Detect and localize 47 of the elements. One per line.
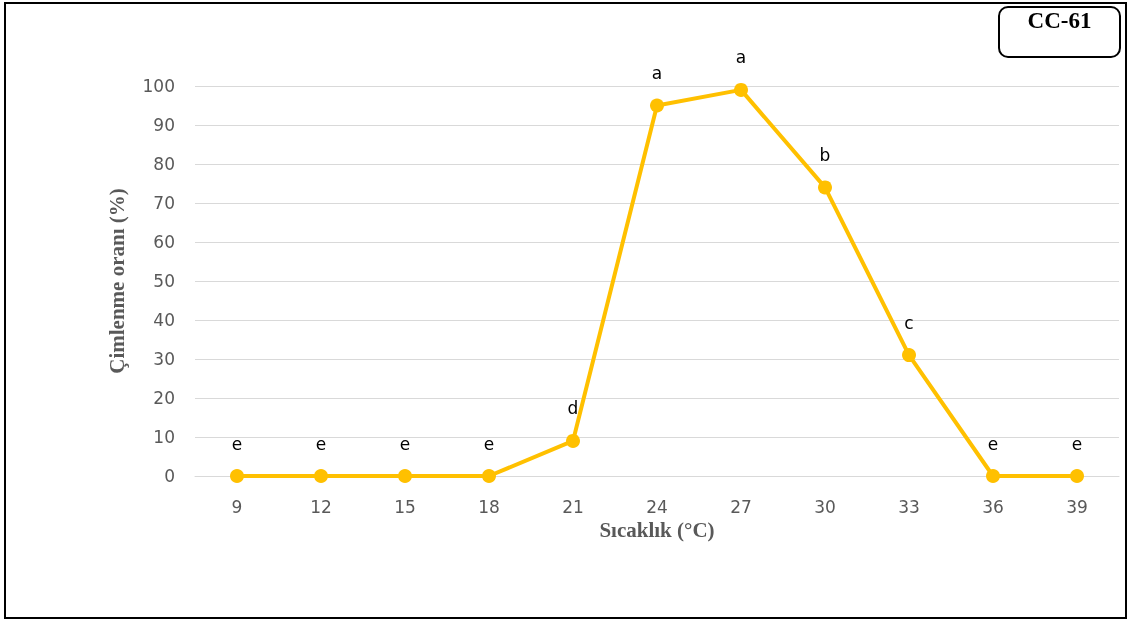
annotation: d: [567, 398, 579, 419]
annotation: b: [819, 144, 831, 165]
x-tick-label: 27: [730, 496, 752, 517]
y-tick-label: 70: [153, 193, 175, 213]
point: [482, 469, 496, 483]
y-tick-label: 40: [153, 310, 175, 330]
point: [314, 469, 328, 483]
point: [734, 82, 748, 97]
point: [1070, 469, 1084, 483]
point: [398, 469, 412, 483]
y-tick-label: 50: [153, 271, 175, 291]
y-tick-label: 20: [153, 388, 175, 408]
x-tick-label: 12: [310, 496, 332, 517]
x-tick-label: 24: [646, 496, 668, 517]
point: [650, 98, 664, 113]
x-tick-label: 39: [1066, 496, 1088, 517]
text: CC-61: [998, 6, 1121, 58]
point: [566, 433, 580, 448]
x-tick-label: 18: [478, 496, 500, 517]
annotation: a: [735, 47, 747, 68]
y-axis-title: Çimlenme oranı (%): [104, 188, 129, 374]
x-tick-label: 33: [898, 496, 920, 517]
annotation: e: [1071, 433, 1083, 454]
x-tick-label: 21: [562, 496, 584, 517]
annotation: c: [904, 312, 914, 333]
y-tick-label: 80: [153, 154, 175, 174]
y-tick-label: 60: [153, 232, 175, 252]
x-tick-label: 30: [814, 496, 836, 517]
x-tick-label: 36: [982, 496, 1004, 517]
point: [902, 348, 916, 363]
point: [986, 469, 1000, 483]
annotation: e: [231, 433, 243, 454]
annotation: e: [315, 433, 327, 454]
point: [818, 180, 832, 195]
x-tick-label: 9: [231, 496, 243, 517]
y-tick-label: 30: [153, 349, 175, 369]
annotation: e: [483, 433, 495, 454]
y-tick-label: 90: [153, 115, 175, 135]
y-tick-label: 0: [164, 466, 175, 486]
annotation: e: [399, 433, 411, 454]
y-tick-label: 100: [142, 76, 175, 96]
point: [230, 469, 244, 483]
annotation: e: [987, 433, 999, 454]
annotation: a: [651, 63, 663, 83]
y-tick-label: 10: [153, 427, 175, 447]
x-axis-title: Sıcaklık (°C): [599, 518, 715, 543]
x-tick-label: 15: [394, 496, 416, 517]
